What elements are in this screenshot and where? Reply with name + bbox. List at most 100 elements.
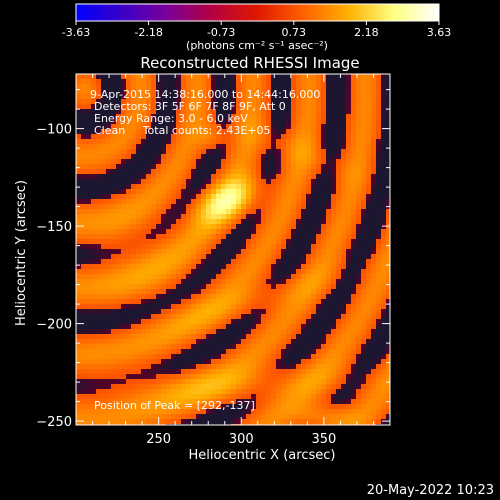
heatmap-cell xyxy=(161,164,167,170)
heatmap-cell xyxy=(386,249,391,255)
heatmap-cell xyxy=(246,94,252,100)
heatmap-cell xyxy=(206,344,212,350)
heatmap-cell xyxy=(311,249,317,255)
heatmap-cell xyxy=(91,154,97,160)
heatmap-cell xyxy=(221,414,227,420)
heatmap-cell xyxy=(296,189,302,195)
heatmap-cell xyxy=(351,99,357,105)
heatmap-cell xyxy=(236,344,242,350)
heatmap-cell xyxy=(266,74,272,80)
heatmap-cell xyxy=(341,299,347,305)
heatmap-cell xyxy=(296,204,302,210)
heatmap-cell xyxy=(296,229,302,235)
heatmap-cell xyxy=(341,359,347,365)
heatmap-cell xyxy=(366,229,372,235)
heatmap-cell xyxy=(76,284,82,290)
heatmap-cell xyxy=(386,279,391,285)
heatmap-cell xyxy=(186,114,192,120)
heatmap-cell xyxy=(111,409,117,415)
heatmap-cell xyxy=(156,259,162,265)
heatmap-cell xyxy=(351,199,357,205)
heatmap-cell xyxy=(156,94,162,100)
heatmap-cell xyxy=(221,359,227,365)
heatmap-cell xyxy=(136,389,142,395)
heatmap-cell xyxy=(131,264,137,270)
heatmap-cell xyxy=(326,219,332,225)
heatmap-cell xyxy=(76,109,82,115)
heatmap-cell xyxy=(336,234,342,240)
heatmap-cell xyxy=(351,119,357,125)
heatmap-cell xyxy=(336,84,342,90)
heatmap-cell xyxy=(86,139,92,145)
heatmap-cell xyxy=(191,279,197,285)
heatmap-cell xyxy=(346,174,352,180)
heatmap-cell xyxy=(151,154,157,160)
heatmap-cell xyxy=(301,294,307,300)
heatmap-cell xyxy=(256,99,262,105)
heatmap-cell xyxy=(266,174,272,180)
heatmap-cell xyxy=(196,114,202,120)
heatmap-cell xyxy=(286,324,292,330)
heatmap-cell xyxy=(166,94,172,100)
heatmap-cell xyxy=(151,74,157,80)
heatmap-cell xyxy=(356,344,362,350)
heatmap-cell xyxy=(266,124,272,130)
heatmap-cell xyxy=(116,324,122,330)
heatmap-cell xyxy=(226,334,232,340)
heatmap-cell xyxy=(351,339,357,345)
heatmap-cell xyxy=(246,184,252,190)
heatmap-cell xyxy=(121,134,127,140)
heatmap-cell xyxy=(346,379,352,385)
heatmap-cell xyxy=(166,104,172,110)
heatmap-cell xyxy=(296,254,302,260)
heatmap-cell xyxy=(221,309,227,315)
heatmap-cell xyxy=(156,269,162,275)
heatmap-cell xyxy=(331,204,337,210)
heatmap-cell xyxy=(326,149,332,155)
heatmap-cell xyxy=(161,364,167,370)
heatmap-cell xyxy=(201,344,207,350)
heatmap-cell xyxy=(376,119,382,125)
heatmap-cell xyxy=(351,109,357,115)
heatmap-cell xyxy=(246,99,252,105)
heatmap-cell xyxy=(126,139,132,145)
heatmap-cell xyxy=(106,384,112,390)
heatmap-cell xyxy=(176,289,182,295)
heatmap-cell xyxy=(161,414,167,420)
heatmap-cell xyxy=(96,209,102,215)
heatmap-cell xyxy=(126,389,132,395)
heatmap-cell xyxy=(76,89,82,95)
heatmap-cell xyxy=(166,374,172,380)
heatmap-cell xyxy=(371,349,377,355)
heatmap-cell xyxy=(116,304,122,310)
heatmap-cell xyxy=(316,219,322,225)
heatmap-cell xyxy=(116,384,122,390)
heatmap-cell xyxy=(96,354,102,360)
heatmap-cell xyxy=(271,199,277,205)
heatmap-cell xyxy=(141,139,147,145)
heatmap-cell xyxy=(231,189,237,195)
heatmap-cell xyxy=(206,299,212,305)
heatmap-cell xyxy=(276,269,282,275)
heatmap-cell xyxy=(121,174,127,180)
heatmap-cell xyxy=(126,374,132,380)
heatmap-cell xyxy=(196,259,202,265)
heatmap-cell xyxy=(146,399,152,405)
heatmap-cell xyxy=(311,374,317,380)
heatmap-cell xyxy=(101,119,107,125)
heatmap-cell xyxy=(276,184,282,190)
heatmap-cell xyxy=(121,149,127,155)
heatmap-cell xyxy=(361,239,367,245)
heatmap-cell xyxy=(351,84,357,90)
heatmap-cell xyxy=(171,234,177,240)
heatmap-cell xyxy=(351,329,357,335)
heatmap-cell xyxy=(146,414,152,420)
heatmap-cell xyxy=(106,179,112,185)
heatmap-cell xyxy=(191,414,197,420)
heatmap-cell xyxy=(281,319,287,325)
heatmap-cell xyxy=(81,309,87,315)
heatmap-cell xyxy=(171,89,177,95)
heatmap-cell xyxy=(321,179,327,185)
heatmap-cell xyxy=(141,324,147,330)
heatmap-cell xyxy=(366,149,372,155)
